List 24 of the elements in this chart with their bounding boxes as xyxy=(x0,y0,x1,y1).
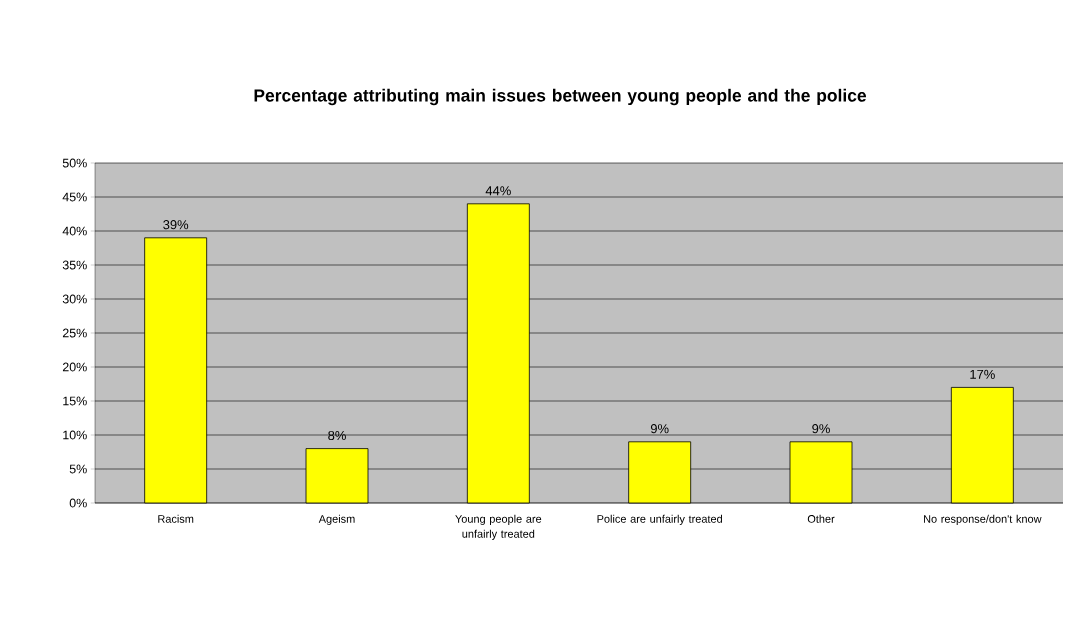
y-tick-label: 50% xyxy=(62,158,87,168)
data-label: 8% xyxy=(328,430,346,441)
data-label: 9% xyxy=(812,424,830,434)
y-tick-label: 45% xyxy=(62,192,87,202)
y-tick-label: 40% xyxy=(62,226,87,236)
y-tick-label: 20% xyxy=(62,362,87,372)
x-tick-label: No response/don't know xyxy=(924,514,1042,525)
data-label: 17% xyxy=(970,369,995,379)
x-tick-label: Ageism xyxy=(318,514,355,525)
data-label: 44% xyxy=(485,186,511,196)
y-tick-label: 0% xyxy=(69,498,87,508)
chart-title: Percentage attributing main issues between young people and the police xyxy=(254,88,867,106)
y-tick-label: 10% xyxy=(63,430,87,440)
data-label: 39% xyxy=(163,220,189,230)
x-tick-label: Racism xyxy=(158,514,194,523)
y-tick-label: 25% xyxy=(62,328,87,338)
y-tick-label: 30% xyxy=(62,294,87,304)
x-tick-label: Young people are unfairly treated xyxy=(455,514,542,540)
data-label: 9% xyxy=(650,424,669,434)
y-tick-label: 15% xyxy=(63,396,87,406)
y-tick-label: 5% xyxy=(69,464,87,474)
y-tick-label: 35% xyxy=(62,260,87,270)
x-tick-label: Police are unfairly treated xyxy=(597,514,722,525)
x-tick-label: Other xyxy=(807,514,835,523)
